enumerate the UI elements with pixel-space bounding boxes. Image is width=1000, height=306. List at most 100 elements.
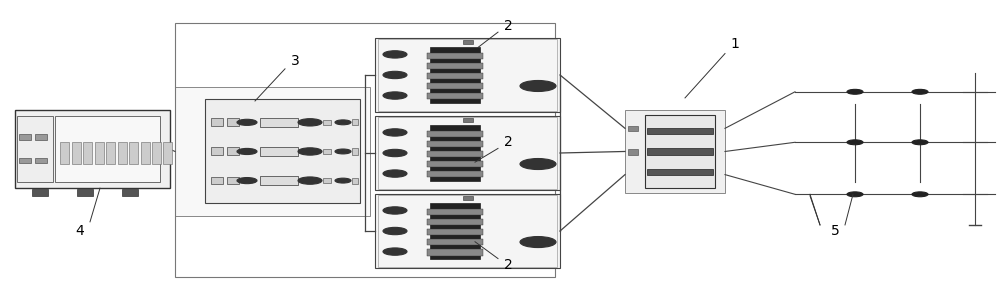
Bar	[118, 142, 126, 164]
Bar	[211, 177, 223, 184]
Text: 5: 5	[831, 224, 839, 238]
Circle shape	[520, 159, 556, 170]
Circle shape	[298, 119, 322, 126]
Bar	[140, 142, 150, 164]
Circle shape	[383, 71, 407, 79]
Bar	[17, 116, 53, 182]
Bar	[260, 176, 298, 185]
Circle shape	[383, 227, 407, 235]
Bar	[227, 177, 239, 184]
Circle shape	[298, 148, 322, 155]
Bar	[163, 142, 172, 164]
Bar	[427, 63, 483, 69]
Bar	[122, 189, 138, 196]
Bar	[645, 115, 715, 188]
Bar	[430, 203, 480, 259]
Circle shape	[847, 89, 863, 94]
Bar	[55, 116, 160, 182]
Circle shape	[383, 92, 407, 99]
Text: 2: 2	[504, 258, 512, 272]
Bar	[211, 147, 223, 155]
Bar	[427, 239, 483, 245]
Bar	[427, 73, 483, 79]
Circle shape	[383, 129, 407, 136]
Bar	[427, 151, 483, 157]
Bar	[260, 118, 298, 127]
Bar	[323, 178, 331, 183]
Bar	[83, 142, 92, 164]
Text: 3: 3	[291, 54, 299, 68]
Bar	[427, 209, 483, 215]
Bar	[152, 142, 161, 164]
Bar	[260, 147, 298, 156]
Bar	[427, 93, 483, 99]
Bar	[427, 229, 483, 235]
Bar	[205, 99, 360, 203]
Bar	[352, 119, 358, 125]
Circle shape	[520, 237, 556, 248]
Bar	[427, 171, 483, 177]
Bar	[628, 126, 638, 131]
Bar	[647, 148, 713, 155]
Bar	[430, 125, 480, 181]
Bar	[462, 196, 473, 200]
Bar	[60, 142, 69, 164]
Circle shape	[912, 192, 928, 197]
Bar	[462, 40, 473, 44]
Text: 1: 1	[731, 37, 739, 51]
Bar	[427, 161, 483, 167]
Circle shape	[335, 149, 351, 154]
Circle shape	[237, 177, 257, 184]
Bar	[462, 118, 473, 122]
Circle shape	[520, 80, 556, 91]
Bar	[427, 141, 483, 147]
Bar	[427, 249, 483, 256]
Bar	[32, 189, 48, 196]
Bar	[129, 142, 138, 164]
Circle shape	[847, 192, 863, 197]
Bar	[227, 118, 239, 126]
Circle shape	[847, 140, 863, 145]
Bar	[15, 110, 170, 188]
Bar	[352, 148, 358, 155]
Bar	[427, 53, 483, 59]
Bar	[323, 149, 331, 154]
Bar	[427, 131, 483, 137]
Bar	[375, 38, 560, 112]
Bar	[427, 83, 483, 89]
Bar	[19, 134, 31, 140]
Bar	[625, 110, 725, 193]
Circle shape	[383, 207, 407, 214]
Bar	[72, 142, 80, 164]
Circle shape	[383, 248, 407, 255]
Bar	[211, 118, 223, 126]
Bar	[35, 134, 47, 140]
Bar	[375, 116, 560, 190]
Bar	[378, 195, 557, 267]
Circle shape	[383, 51, 407, 58]
Circle shape	[237, 148, 257, 155]
Bar	[647, 169, 713, 175]
Bar	[378, 39, 557, 111]
Bar	[430, 47, 480, 103]
Bar	[175, 87, 370, 216]
Circle shape	[335, 178, 351, 183]
Circle shape	[912, 140, 928, 145]
Text: 2: 2	[504, 135, 512, 149]
Circle shape	[383, 149, 407, 157]
Bar	[94, 142, 104, 164]
Bar	[378, 117, 557, 189]
Bar	[19, 158, 31, 163]
Circle shape	[912, 89, 928, 94]
Circle shape	[298, 177, 322, 184]
Circle shape	[335, 120, 351, 125]
Bar	[427, 219, 483, 225]
Bar	[628, 149, 638, 155]
Circle shape	[383, 170, 407, 177]
Bar	[647, 128, 713, 134]
Bar	[77, 189, 93, 196]
Text: 4: 4	[76, 224, 84, 238]
Bar	[375, 194, 560, 268]
Bar	[106, 142, 115, 164]
Bar	[35, 158, 47, 163]
